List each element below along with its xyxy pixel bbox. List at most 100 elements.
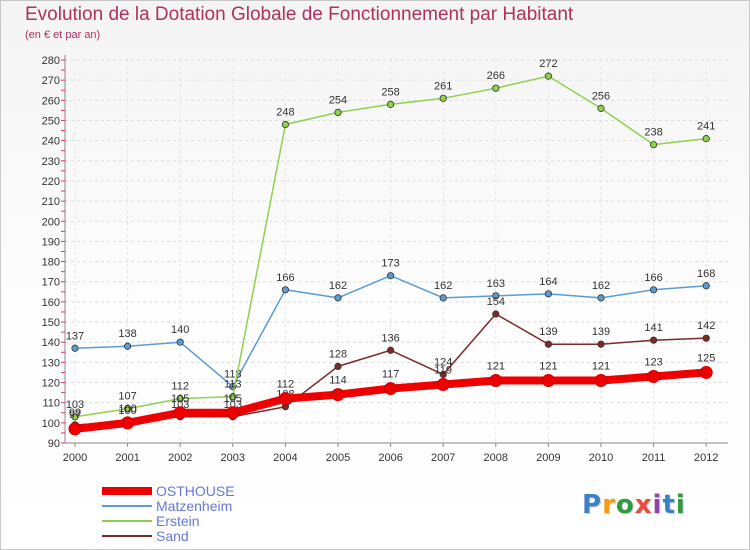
data-label-erstein: 266 <box>487 70 505 82</box>
data-label-sand: 124 <box>434 356 452 368</box>
y-tick-label: 180 <box>42 257 60 269</box>
data-point-erstein <box>597 104 605 112</box>
data-point-matzenheim <box>649 286 658 294</box>
y-tick-label: 140 <box>42 337 60 349</box>
data-point-erstein <box>176 395 184 403</box>
y-tick-label: 90 <box>48 438 60 450</box>
data-label-osthouse: 105 <box>171 393 189 405</box>
data-label-sand: 136 <box>381 332 399 344</box>
legend-swatch <box>102 487 152 495</box>
data-point-matzenheim <box>597 294 605 302</box>
y-tick-label: 280 <box>42 55 60 67</box>
data-point-osthouse <box>121 416 135 430</box>
y-tick-label: 160 <box>42 297 60 309</box>
x-tick-label: 2003 <box>221 452 245 464</box>
data-point-osthouse <box>647 369 661 383</box>
data-point-osthouse <box>226 406 240 420</box>
x-tick-label: 2011 <box>642 452 666 464</box>
x-tick-label: 2010 <box>589 452 613 464</box>
data-label-matzenheim: 168 <box>697 268 715 280</box>
data-label-sand: 141 <box>644 322 662 334</box>
x-tick-label: 2001 <box>115 452 139 464</box>
data-label-sand: 99 <box>69 407 81 419</box>
data-label-matzenheim: 138 <box>118 328 136 340</box>
data-label-osthouse: 112 <box>277 379 295 391</box>
data-point-sand <box>334 362 342 370</box>
legend-swatch <box>102 535 152 537</box>
data-point-matzenheim <box>544 290 553 298</box>
data-label-osthouse: 100 <box>118 403 136 415</box>
data-label-erstein: 103 <box>66 399 84 411</box>
chart-subtitle: (en € et par an) <box>25 29 101 41</box>
data-point-sand <box>702 334 710 342</box>
legend-label: Sand <box>156 528 189 544</box>
data-label-matzenheim: 164 <box>539 276 557 288</box>
data-point-erstein <box>492 84 500 92</box>
x-tick-label: 2005 <box>326 452 350 464</box>
data-point-erstein <box>649 141 658 149</box>
data-point-matzenheim <box>281 286 289 294</box>
data-point-matzenheim <box>71 344 79 352</box>
legend-item: OSTHOUSE <box>102 484 235 498</box>
y-tick-label: 110 <box>42 398 60 410</box>
data-label-matzenheim: 162 <box>434 280 452 292</box>
data-label-matzenheim: 162 <box>592 280 610 292</box>
data-point-erstein <box>281 120 289 129</box>
data-label-erstein: 261 <box>434 80 452 92</box>
data-label-erstein: 241 <box>697 121 715 133</box>
data-label-erstein: 107 <box>118 391 136 403</box>
data-point-matzenheim <box>176 338 184 346</box>
legend-item: Matzenheim <box>102 499 232 513</box>
data-point-matzenheim <box>386 272 395 280</box>
data-label-erstein: 256 <box>592 90 610 102</box>
data-point-osthouse <box>173 406 187 420</box>
data-point-erstein <box>334 108 342 117</box>
data-label-osthouse: 105 <box>224 393 242 405</box>
y-tick-label: 150 <box>42 317 60 329</box>
data-point-erstein <box>702 135 710 143</box>
data-point-sand <box>544 340 553 348</box>
data-label-osthouse: 97 <box>69 409 81 421</box>
data-point-erstein <box>386 100 395 108</box>
data-point-erstein <box>124 405 132 413</box>
data-point-osthouse <box>278 392 292 406</box>
data-label-sand: 142 <box>697 320 715 332</box>
logo-letter: r <box>602 490 616 520</box>
data-label-osthouse: 117 <box>382 369 400 381</box>
logo-letter: o <box>615 490 635 520</box>
data-label-erstein: 272 <box>539 58 557 70</box>
data-label-erstein: 112 <box>171 381 189 393</box>
y-tick-label: 210 <box>42 196 60 208</box>
data-point-erstein <box>229 393 237 401</box>
data-point-osthouse <box>436 378 450 392</box>
y-tick-label: 190 <box>42 236 60 248</box>
data-point-erstein <box>544 72 553 80</box>
data-point-matzenheim <box>124 342 132 350</box>
data-point-matzenheim <box>492 292 500 300</box>
data-point-osthouse <box>68 422 82 436</box>
x-tick-label: 2012 <box>694 452 718 464</box>
data-label-osthouse: 123 <box>644 356 662 368</box>
y-tick-label: 260 <box>42 95 60 107</box>
chart-title: Evolution de la Dotation Globale de Fonc… <box>25 4 574 25</box>
data-point-sand <box>649 336 658 344</box>
data-label-matzenheim: 166 <box>644 272 662 284</box>
x-tick-label: 2007 <box>431 452 455 464</box>
x-tick-label: 2004 <box>273 452 297 464</box>
x-tick-label: 2008 <box>484 452 508 464</box>
data-label-osthouse: 125 <box>697 352 715 364</box>
legend-label: Erstein <box>156 513 200 529</box>
data-label-matzenheim: 137 <box>66 330 84 342</box>
legend-swatch <box>102 520 152 522</box>
y-tick-label: 100 <box>42 418 60 430</box>
data-label-matzenheim: 166 <box>276 272 294 284</box>
proxiti-logo: Proxiti <box>582 490 686 520</box>
data-point-matzenheim <box>702 282 710 290</box>
x-tick-label: 2006 <box>378 452 402 464</box>
data-label-osthouse: 119 <box>434 365 452 377</box>
data-label-erstein: 238 <box>644 127 662 139</box>
y-tick-label: 240 <box>42 136 60 148</box>
y-tick-label: 170 <box>42 277 60 289</box>
